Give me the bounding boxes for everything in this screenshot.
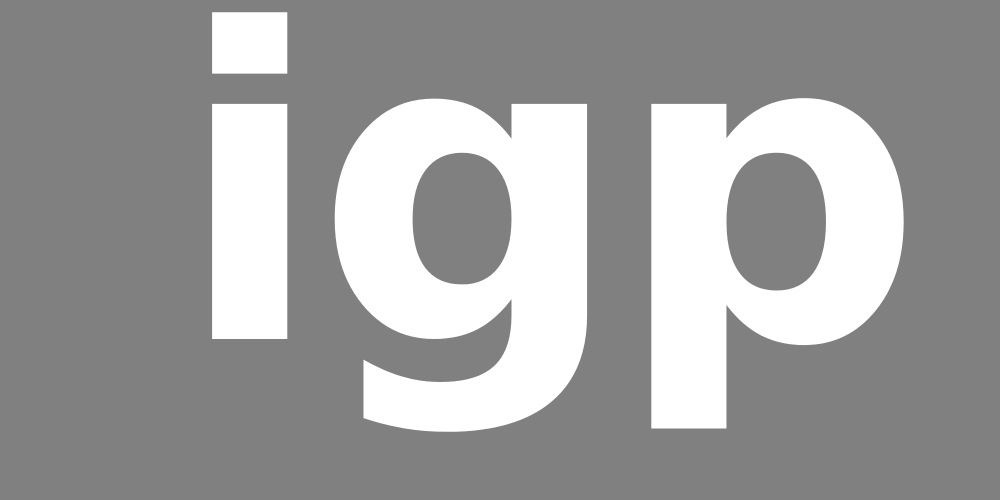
logo-wordmark: igp — [176, 0, 923, 441]
